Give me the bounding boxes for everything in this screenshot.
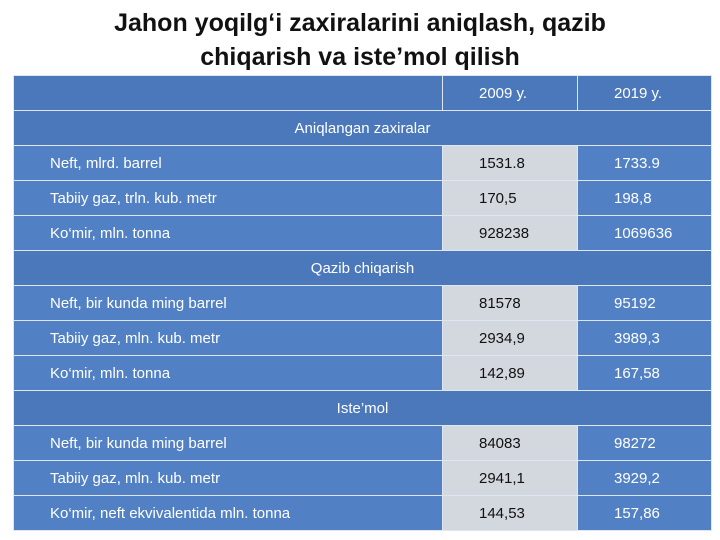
section-row: Iste’mol (13, 390, 712, 426)
section-row: Qazib chiqarish (13, 250, 712, 286)
section-title: Aniqlangan zaxiralar (13, 110, 712, 146)
value-cell: 2934,9 (442, 320, 578, 356)
value-cell: 95192 (577, 285, 712, 321)
value-cell: 3929,2 (577, 460, 712, 496)
data-row: Ko‘mir, mln. tonna 142,89 167,58 (13, 355, 712, 391)
data-row: Neft, mlrd. barrel 1531.8 1733.9 (13, 145, 712, 181)
value-cell: 1531.8 (442, 145, 578, 181)
row-label: Tabiiy gaz, trln. kub. metr (13, 180, 443, 216)
data-row: Tabiiy gaz, mln. kub. metr 2941,1 3929,2 (13, 460, 712, 496)
data-row: Neft, bir kunda ming barrel 84083 98272 (13, 425, 712, 461)
value-cell: 3989,3 (577, 320, 712, 356)
table-body: 2009 y. 2019 y. Aniqlangan zaxiralar Neft, … (13, 75, 712, 531)
data-table: 2009 y. 2019 y. Aniqlangan zaxiralar Neft, … (13, 75, 712, 531)
data-row: Tabiiy gaz, trln. kub. metr 170,5 198,8 (13, 180, 712, 216)
value-cell: 170,5 (442, 180, 578, 216)
row-label: Tabiiy gaz, mln. kub. metr (13, 320, 443, 356)
header-cell: 2009 y. (442, 75, 578, 111)
value-cell: 84083 (442, 425, 578, 461)
value-cell: 98272 (577, 425, 712, 461)
header-cell (13, 75, 443, 111)
value-cell: 81578 (442, 285, 578, 321)
header-cell: 2019 y. (577, 75, 712, 111)
value-cell: 2941,1 (442, 460, 578, 496)
slide-title: Jahon yoqilg‘i zaxiralarini aniqlash, qa… (114, 9, 606, 71)
row-label: Tabiiy gaz, mln. kub. metr (13, 460, 443, 496)
value-cell: 157,86 (577, 495, 712, 531)
value-cell: 144,53 (442, 495, 578, 531)
value-cell: 198,8 (577, 180, 712, 216)
row-label: Neft, bir kunda ming barrel (13, 285, 443, 321)
value-cell: 928238 (442, 215, 578, 251)
section-title: Iste’mol (13, 390, 712, 426)
data-row: Ko‘mir, mln. tonna 928238 1069636 (13, 215, 712, 251)
value-cell: 1069636 (577, 215, 712, 251)
data-row: Neft, bir kunda ming barrel 81578 95192 (13, 285, 712, 321)
data-row: Ko‘mir, neft ekvivalentida mln. tonna 144… (13, 495, 712, 531)
value-cell: 167,58 (577, 355, 712, 391)
row-label: Ko‘mir, mln. tonna (13, 355, 443, 391)
value-cell: 1733.9 (577, 145, 712, 181)
header-row: 2009 y. 2019 y. (13, 75, 712, 111)
section-row: Aniqlangan zaxiralar (13, 110, 712, 146)
data-row: Tabiiy gaz, mln. kub. metr 2934,9 3989,3 (13, 320, 712, 356)
row-label: Neft, bir kunda ming barrel (13, 425, 443, 461)
section-title: Qazib chiqarish (13, 250, 712, 286)
value-cell: 142,89 (442, 355, 578, 391)
row-label: Ko‘mir, neft ekvivalentida mln. tonna (13, 495, 443, 531)
row-label: Ko‘mir, mln. tonna (13, 215, 443, 251)
row-label: Neft, mlrd. barrel (13, 145, 443, 181)
